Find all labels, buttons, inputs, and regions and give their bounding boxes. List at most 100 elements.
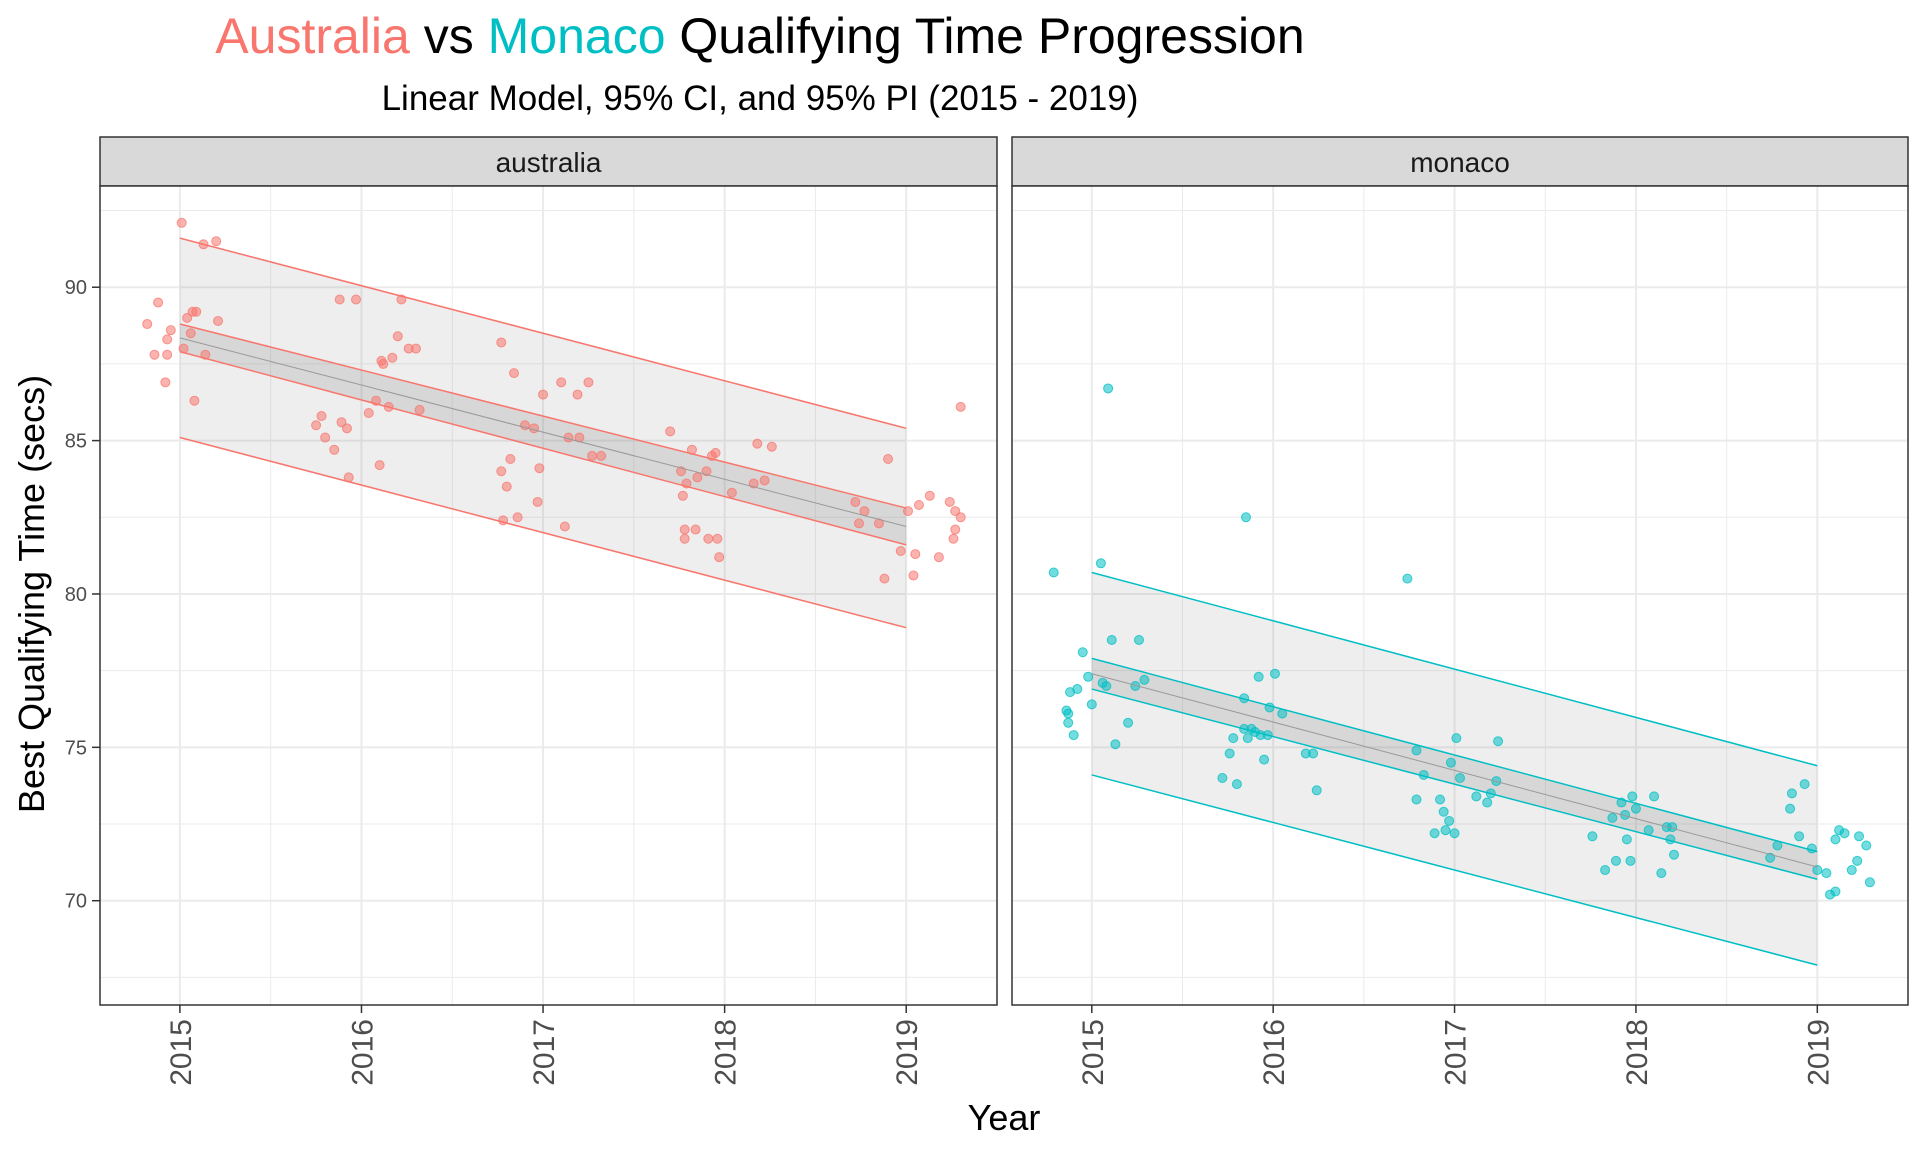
confidence-interval-band: [179, 324, 907, 545]
data-point: [1854, 831, 1865, 842]
facet-strip-australia: [99, 136, 998, 187]
data-point: [712, 533, 723, 544]
title-vs: vs: [410, 8, 488, 64]
data-point: [1451, 733, 1462, 744]
data-point: [496, 466, 507, 477]
data-point: [1402, 573, 1413, 584]
data-point: [160, 377, 171, 388]
data-point: [677, 490, 688, 501]
data-point: [1482, 797, 1493, 808]
data-point: [1224, 748, 1235, 759]
data-point: [532, 496, 543, 507]
data-point: [334, 294, 345, 305]
data-point: [1435, 794, 1446, 805]
data-point: [1438, 806, 1449, 817]
data-point: [910, 549, 921, 560]
facet-strip-monaco: [1011, 136, 1909, 187]
data-point: [913, 500, 924, 511]
data-point: [512, 512, 523, 523]
prediction-interval-band: [179, 238, 907, 628]
x-tick-label: 2018: [1621, 1019, 1654, 1086]
data-point: [1411, 794, 1422, 805]
data-point: [374, 460, 385, 471]
panel-border: [99, 185, 998, 1006]
x-tick-label: 2017: [1440, 1019, 1473, 1086]
data-point: [1411, 745, 1422, 756]
data-point: [1627, 791, 1638, 802]
data-point: [519, 420, 530, 431]
data-point: [596, 450, 607, 461]
data-point: [1852, 855, 1863, 866]
data-points-monaco: [1048, 383, 1875, 900]
data-point: [351, 294, 362, 305]
data-point: [1228, 733, 1239, 744]
data-point: [850, 496, 861, 507]
data-point: [341, 423, 352, 434]
data-point: [1610, 855, 1621, 866]
data-point: [903, 506, 914, 517]
data-point: [879, 573, 890, 584]
data-point: [1630, 803, 1641, 814]
data-point: [1068, 730, 1079, 741]
confidence-interval-band: [1091, 658, 1818, 880]
data-point: [1103, 383, 1114, 394]
data-points-australia: [142, 217, 966, 584]
data-point: [690, 524, 701, 535]
panel-border: [1011, 185, 1909, 1006]
data-point: [1130, 680, 1141, 691]
data-point: [1240, 512, 1251, 523]
data-point: [1449, 828, 1460, 839]
data-point: [320, 432, 331, 443]
x-tick-label: 2019: [891, 1019, 924, 1086]
data-point: [924, 490, 935, 501]
data-point: [933, 552, 944, 563]
data-point: [950, 506, 961, 517]
data-point: [679, 524, 690, 535]
chart-title-group: Australia vs Monaco Qualifying Time Prog…: [215, 8, 1304, 118]
data-point: [944, 496, 955, 507]
x-tick-label: 2015: [165, 1019, 198, 1086]
data-point: [1864, 877, 1875, 888]
data-point: [1600, 865, 1611, 876]
data-point: [1830, 834, 1841, 845]
title-monaco: Monaco: [488, 8, 666, 64]
data-point: [726, 487, 737, 498]
data-point: [501, 481, 512, 492]
data-point: [1231, 779, 1242, 790]
data-point: [162, 334, 173, 345]
data-point: [311, 420, 322, 431]
data-point: [1821, 868, 1832, 879]
facet-strip-label: monaco: [1410, 147, 1510, 178]
data-point: [1839, 828, 1850, 839]
data-point: [191, 306, 202, 317]
y-tick-label: 70: [65, 891, 87, 913]
data-point: [142, 319, 153, 330]
data-point: [1110, 739, 1121, 750]
data-point: [1077, 647, 1088, 658]
data-point: [1072, 684, 1083, 695]
pi-lower-line: [1091, 774, 1818, 966]
data-point: [414, 404, 425, 415]
data-point: [908, 570, 919, 581]
ci-upper-line: [179, 323, 907, 509]
fit-line: [179, 337, 907, 527]
ci-upper-line: [1091, 657, 1818, 853]
data-point: [703, 533, 714, 544]
fit-line: [1091, 673, 1818, 868]
data-point: [714, 552, 725, 563]
data-point: [1799, 779, 1810, 790]
data-point: [1429, 828, 1440, 839]
data-point: [679, 533, 690, 544]
data-point: [1083, 671, 1094, 682]
y-tick-label: 80: [65, 584, 87, 606]
x-tick-label: 2015: [1077, 1019, 1110, 1086]
pi-upper-line: [179, 237, 907, 430]
data-point: [759, 475, 770, 486]
data-point: [1493, 736, 1504, 747]
data-point: [153, 297, 164, 308]
data-point: [182, 312, 193, 323]
x-tick-label: 2016: [1258, 1019, 1291, 1086]
data-point: [587, 450, 598, 461]
data-point: [1123, 717, 1134, 728]
